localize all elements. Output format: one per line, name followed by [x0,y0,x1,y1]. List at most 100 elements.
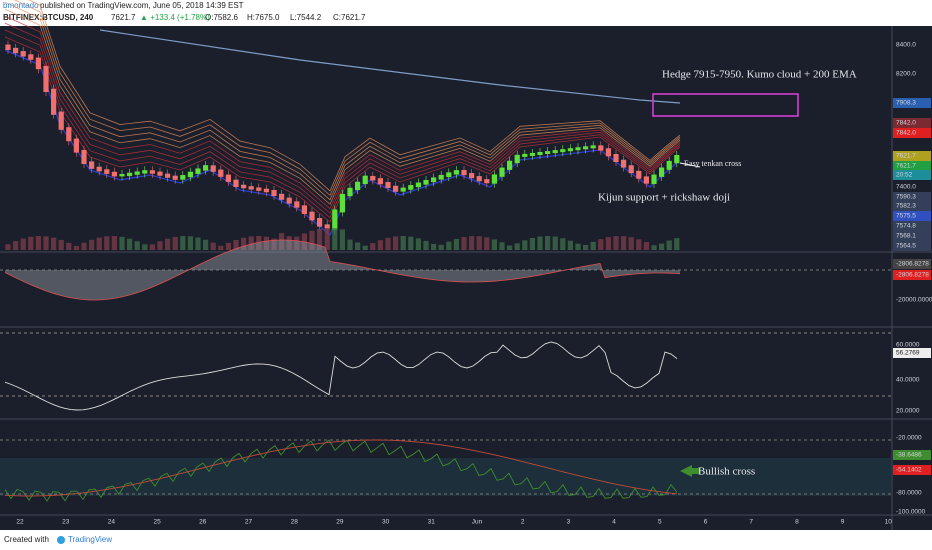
price-label-box [893,170,931,180]
candle [370,175,376,181]
candle [552,150,558,154]
candle [514,154,520,164]
volume [165,238,171,250]
rsi-line [4,341,678,411]
volume [180,236,186,250]
date-label: 31 [428,519,436,526]
annotation: Hedge 7915-7950. Kumo cloud + 200 EMA [662,69,857,81]
price-label: 7590.3 [896,194,916,201]
candle [66,127,72,142]
candle [127,172,133,177]
price-label-box [893,221,931,231]
volume [20,238,26,250]
candle [484,179,490,184]
volume [142,244,148,250]
candle [499,167,505,177]
rsi-label: 60.0000 [896,342,920,349]
volume [58,239,64,250]
volume [73,245,79,250]
candle [491,174,497,184]
volume [149,244,155,250]
candle [438,174,444,180]
volume [423,240,429,250]
candle [301,205,307,214]
date-label: 30 [382,519,390,526]
price-label-box [893,151,931,161]
volume [218,245,224,250]
date-label: 6 [704,519,708,526]
candle [5,44,11,50]
macd-line [4,239,681,301]
volume [461,237,467,250]
volume [248,236,254,250]
date-label: 29 [336,519,344,526]
date-label: 22 [16,519,24,526]
price-label: 8200.0 [896,71,916,78]
price-label-box [893,98,931,108]
volume [621,236,627,250]
annotation: Kijun support + rickshaw doji [598,192,730,204]
candle [20,51,26,57]
volume [560,238,566,250]
candle [180,175,186,180]
author[interactable]: bmontado [3,1,39,10]
candle [271,190,277,196]
volume [522,240,528,250]
candle [377,178,383,185]
candle [674,155,680,164]
candle [621,159,627,168]
candle [149,170,155,174]
ema-ribbon [14,0,681,197]
price-label: 7574.8 [896,223,916,230]
volume [66,242,72,250]
candle [241,184,247,189]
stoch-green [4,439,678,502]
date-label: 3 [567,519,571,526]
footer-bg [0,530,932,550]
footer-brand[interactable]: TradingView [68,535,112,544]
macd-label: -20000.0000 [896,297,932,304]
rsi-label: 40.0000 [896,377,920,384]
volume [51,237,57,250]
date-label: 2 [521,519,525,526]
date-label: 26 [199,519,207,526]
volume [537,236,543,250]
date-label: 28 [291,519,299,526]
volume [636,239,642,250]
stoch-label-box [893,450,931,460]
close: C:7621.7 [333,13,366,22]
candle [233,179,239,187]
candle [453,170,459,175]
macd-label: -2806.8278 [896,272,929,279]
volume [643,242,649,250]
volume [393,236,399,250]
candle [248,186,254,190]
high: H:7675.0 [247,13,280,22]
volume [469,236,475,250]
date-label: 10 [885,519,893,526]
volume [309,230,315,250]
volume [13,241,19,250]
price-drawing [4,0,681,502]
candle [575,147,581,151]
change: ▲ +133.4 (+1.78%) [140,13,210,22]
candle [119,174,125,177]
volume [187,236,193,250]
volume [567,240,573,250]
candle [590,145,596,149]
volume [674,238,680,250]
volume [317,228,323,250]
candle [545,151,551,155]
volume [233,239,239,250]
date-label: 25 [153,519,161,526]
candle [537,152,543,155]
date-label: 27 [245,519,253,526]
ema-ribbon [4,15,681,210]
candle [567,148,573,152]
candle [446,172,452,178]
volume [104,236,110,250]
volume [89,239,95,250]
candle [643,176,649,184]
volume [355,242,361,250]
price-label-box [893,211,931,221]
